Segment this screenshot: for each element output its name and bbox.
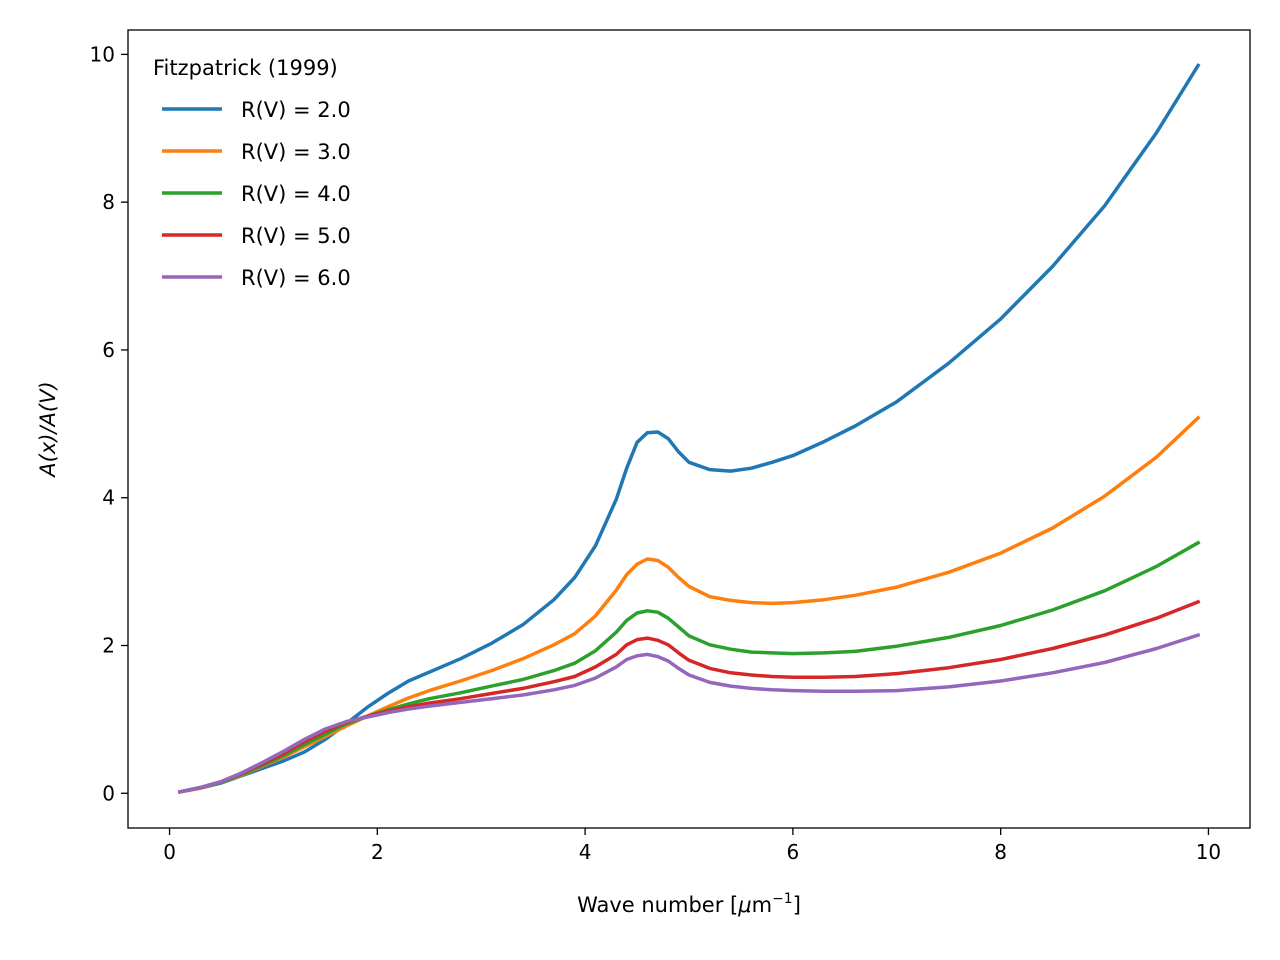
x-axis-label: Wave number [μm−1] bbox=[577, 891, 801, 917]
series-layer bbox=[177, 63, 1201, 794]
x-tick-label: 6 bbox=[787, 840, 800, 864]
x-tick-label: 8 bbox=[994, 840, 1007, 864]
y-tick-label: 2 bbox=[102, 633, 115, 657]
x-tick-label: 4 bbox=[579, 840, 592, 864]
x-tick-label: 0 bbox=[163, 840, 176, 864]
x-tick-label: 2 bbox=[371, 840, 384, 864]
y-tick-label: 8 bbox=[102, 190, 115, 214]
series-line-4 bbox=[177, 599, 1201, 794]
legend-label-1: R(V) = 2.0 bbox=[241, 98, 351, 122]
y-axis-label: A(x)/A(V) bbox=[36, 381, 60, 478]
legend-label-3: R(V) = 4.0 bbox=[241, 182, 351, 206]
x-tick-label: 10 bbox=[1196, 840, 1221, 864]
legend-label-2: R(V) = 3.0 bbox=[241, 140, 351, 164]
legend-label-4: R(V) = 5.0 bbox=[241, 224, 351, 248]
series-line-3 bbox=[177, 540, 1201, 794]
series-line-2 bbox=[177, 415, 1201, 794]
x-axis: 0 2 4 6 8 10 bbox=[163, 828, 1221, 864]
series-line-1 bbox=[177, 63, 1201, 794]
legend-items: R(V) = 2.0 R(V) = 3.0 R(V) = 4.0 R(V) = 5.0… bbox=[162, 98, 351, 290]
legend-label-5: R(V) = 6.0 bbox=[241, 266, 351, 290]
y-tick-label: 0 bbox=[102, 781, 115, 805]
legend: Fitzpatrick (1999) R(V) = 2.0R(V) = 3.0R… bbox=[153, 56, 351, 290]
series-line-5 bbox=[177, 632, 1201, 794]
legend-title: Fitzpatrick (1999) bbox=[153, 56, 338, 80]
y-tick-label: 6 bbox=[102, 338, 115, 362]
y-tick-label: 10 bbox=[90, 42, 115, 66]
y-axis: 0 2 4 6 8 10 bbox=[90, 42, 128, 805]
plot-frame bbox=[127, 29, 1251, 829]
y-tick-label: 4 bbox=[102, 486, 115, 510]
